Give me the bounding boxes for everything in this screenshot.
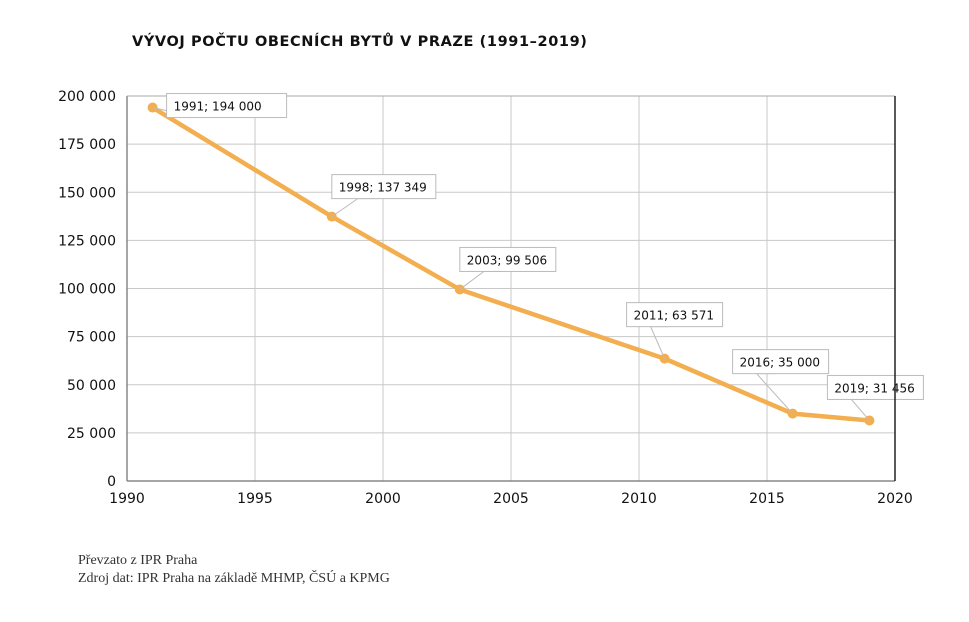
x-tick-label: 2010: [621, 491, 657, 507]
series-line: [150, 105, 872, 423]
x-tick-label: 2020: [877, 491, 913, 507]
x-tick-label: 1995: [237, 491, 273, 507]
data-label: 2003; 99 506: [459, 246, 557, 290]
x-tick-label: 1990: [109, 491, 145, 507]
data-label: 2016; 35 000: [732, 349, 830, 414]
y-tick-label: 175 000: [58, 137, 116, 153]
data-label: 1991; 194 000: [152, 93, 288, 119]
data-label-text: 1998; 137 349: [339, 181, 427, 195]
callout-leader: [331, 198, 379, 218]
callout-leader: [459, 270, 503, 290]
y-tick-label: 150 000: [58, 185, 116, 201]
x-tick-labels: 1990 1995 2000 2005 2010 2015 2020: [109, 491, 913, 507]
data-label-text: 2011; 63 571: [634, 309, 714, 323]
x-tick-label: 2000: [365, 491, 401, 507]
data-label-text: 2019; 31 456: [834, 381, 914, 395]
y-tick-label: 200 000: [58, 89, 116, 105]
y-tick-labels: 0 25 000 50 000 75 000 100 000 125 000 150 000…: [58, 89, 116, 490]
y-tick-label: 50 000: [67, 378, 116, 394]
grid: [127, 95, 895, 481]
source-credit: Převzato z IPR Praha: [78, 553, 198, 568]
data-label-box: [331, 174, 437, 200]
data-label-text: 1991; 194 000: [174, 100, 262, 114]
data-label-box: [732, 349, 830, 375]
y-tick-label: 25 000: [67, 426, 116, 442]
data-labels: 1991; 194 000 1998; 137 349 2003; 99 506 20…: [152, 93, 924, 421]
data-label-box: [459, 246, 557, 272]
data-label-box: [826, 374, 924, 400]
data-label-box: [166, 93, 288, 119]
data-source: Zdroj dat: IPR Praha na základě MHMP, ČS…: [78, 571, 390, 586]
data-label-box: [626, 302, 724, 328]
y-tick-label: 100 000: [58, 282, 116, 298]
y-tick-label: 0: [107, 474, 116, 490]
x-tick-label: 2015: [749, 491, 785, 507]
data-label-text: 2003; 99 506: [467, 253, 547, 267]
chart-title: VÝVOJ POČTU OBECNÍCH BYTŮ V PRAZE (1991–…: [132, 34, 588, 50]
y-tick-label: 125 000: [58, 233, 116, 249]
series: [147, 102, 875, 426]
data-label: 2011; 63 571: [626, 302, 724, 359]
data-label: 1998; 137 349: [331, 174, 437, 218]
data-label-text: 2016; 35 000: [740, 356, 820, 370]
data-label: 2019; 31 456: [826, 374, 924, 421]
x-tick-label: 2005: [493, 491, 529, 507]
y-tick-label: 75 000: [67, 330, 116, 346]
